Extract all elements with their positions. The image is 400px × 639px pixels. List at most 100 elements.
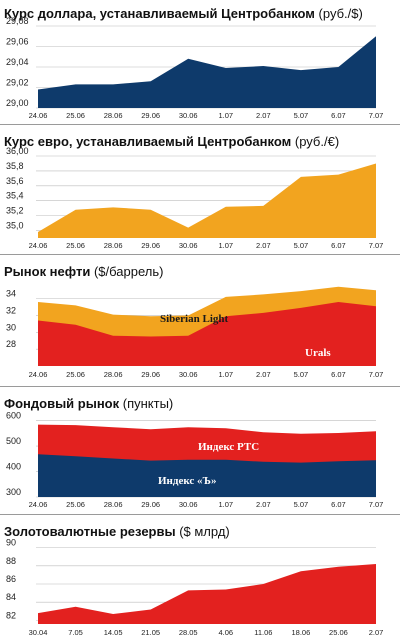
x-tick-label: 1.07 [218,241,233,250]
x-tick-label: 24.06 [29,370,48,379]
stock-title-text: Фондовый рынок [4,396,120,411]
y-tick-label: 28 [6,339,16,349]
x-tick-label: 29.06 [141,241,160,250]
usd-title: Курс доллара, устанавливаемый Центробанк… [4,6,363,21]
x-tick-label: 7.07 [369,111,384,120]
y-tick-label: 35,0 [6,221,24,231]
y-tick-label: 36,00 [6,146,29,156]
x-tick-label: 2.07 [256,241,271,250]
x-tick-label: 28.06 [104,500,123,509]
y-tick-label: 84 [6,592,16,602]
series-label: Индекс «Ъ» [158,475,216,487]
x-tick-label: 30.06 [179,500,198,509]
x-tick-label: 1.07 [218,370,233,379]
x-tick-label: 28.06 [104,241,123,250]
x-tick-label: 5.07 [294,370,309,379]
x-tick-label: 29.06 [141,111,160,120]
x-tick-label: 2.07 [256,111,271,120]
y-tick-label: 29,02 [6,78,29,88]
oil-chart: 34 32 30 28 Siberian Light Urals 24.06 25.06 28.… [6,286,384,379]
y-tick-label: 300 [6,487,21,497]
x-tick-label: 24.06 [29,111,48,120]
x-tick-label: 7.07 [369,500,384,509]
series-label: Siberian Light [160,313,228,325]
x-tick-label: 1.07 [218,111,233,120]
x-tick-label: 14.05 [104,628,123,637]
series-area-eur [38,163,376,238]
x-tick-label: 29.06 [141,370,160,379]
y-tick-label: 82 [6,610,16,620]
x-tick-label: 24.06 [29,241,48,250]
x-tick-label: 18.06 [291,628,310,637]
y-tick-label: 400 [6,462,21,472]
x-tick-label: 5.07 [294,241,309,250]
eur-title-unit: (руб./€) [294,134,340,149]
x-tick-label: 24.06 [29,500,48,509]
y-tick-label: 29,08 [6,16,29,26]
y-tick-label: 35,2 [6,206,24,216]
x-tick-label: 6.07 [331,370,346,379]
usd-panel: Курс доллара, устанавливаемый Центробанк… [0,0,400,120]
oil-title-unit: ($/баррель) [93,264,164,279]
y-tick-label: 90 [6,538,16,548]
x-tick-label: 6.07 [331,241,346,250]
oil-panel: Рынок нефти ($/баррель) 34 32 30 28 Siberian… [0,258,400,384]
x-tick-label: 4.06 [218,628,233,637]
x-tick-label: 5.07 [294,111,309,120]
x-tick-label: 25.06 [66,111,85,120]
y-tick-label: 29,06 [6,37,29,47]
series-label: Индекс РТС [198,441,259,453]
y-tick-label: 29,00 [6,98,29,108]
separator [0,254,400,255]
x-tick-label: 7.05 [68,628,83,637]
y-tick-label: 88 [6,556,16,566]
reserves-title: Золотовалютные резервы ($ млрд) [4,524,230,539]
y-tick-label: 32 [6,305,16,315]
x-tick-label: 7.07 [369,241,384,250]
separator [0,514,400,515]
usd-title-text: Курс доллара, устанавливаемый Центробанк… [4,6,315,21]
y-tick-label: 30 [6,322,16,332]
oil-title-text: Рынок нефти [4,264,91,279]
series-label: Urals [305,347,331,359]
series-area-индекс-ъ- [38,454,376,497]
stock-title-unit: (пункты) [122,396,174,411]
x-tick-label: 6.07 [331,500,346,509]
stock-chart: 600 500 400 300 Индекс РТС Индекс «Ъ» 24.06 25.… [6,411,384,509]
x-tick-label: 30.04 [29,628,48,637]
x-tick-label: 29.06 [141,500,160,509]
x-tick-label: 25.06 [66,500,85,509]
y-tick-label: 86 [6,574,16,584]
series-area-reserves [38,564,376,624]
x-tick-label: 2.07 [369,628,384,637]
eur-panel: Курс евро, устанавливаемый Центробанком … [0,128,400,252]
x-tick-label: 30.06 [179,111,198,120]
y-tick-label: 35,8 [6,161,24,171]
stock-title: Фондовый рынок (пункты) [4,396,173,411]
series-area-urals [38,302,376,366]
x-tick-label: 6.07 [331,111,346,120]
x-tick-label: 30.06 [179,370,198,379]
x-tick-label: 25.06 [66,370,85,379]
x-tick-label: 5.07 [294,500,309,509]
x-tick-label: 30.06 [179,241,198,250]
reserves-chart: 90 88 86 84 82 30.04 7.05 14.05 21.05 28.05 4.06 11… [6,538,384,637]
x-tick-label: 7.07 [369,370,384,379]
eur-chart: 36,00 35,8 35,6 35,4 35,2 35,0 24.06 25.06 28.06… [6,146,384,250]
y-tick-label: 600 [6,411,21,421]
x-tick-label: 1.07 [218,500,233,509]
separator [0,386,400,387]
eur-title: Курс евро, устанавливаемый Центробанком … [4,134,339,149]
x-tick-label: 11.06 [254,628,272,637]
separator [0,124,400,125]
y-tick-label: 500 [6,436,21,446]
reserves-title-text: Золотовалютные резервы [4,524,176,539]
y-tick-label: 35,4 [6,191,24,201]
reserves-panel: Золотовалютные резервы ($ млрд) 90 88 86 84… [0,518,400,639]
eur-title-text: Курс евро, устанавливаемый Центробанком [4,134,292,149]
oil-title: Рынок нефти ($/баррель) [4,264,163,279]
x-tick-label: 25.06 [329,628,348,637]
y-tick-label: 34 [6,289,16,299]
x-tick-label: 2.07 [256,370,271,379]
